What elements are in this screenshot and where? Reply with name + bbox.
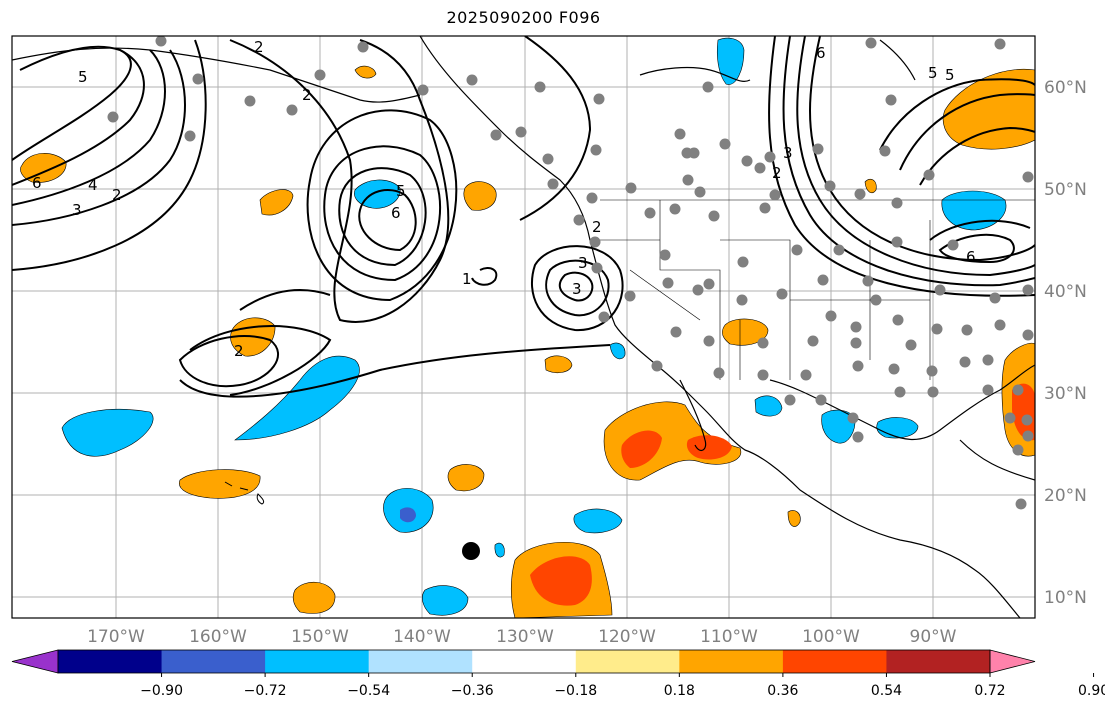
contour-labels: 5 4 3 2 6 2 6 5 3 2 1 3 2 2 6 5 3 2 6 5: [32, 38, 976, 360]
colorbar-tick-label: −0.90: [140, 683, 183, 699]
contour-label: 6: [391, 204, 401, 222]
lon-label: 130°W: [496, 627, 554, 647]
map-background: [12, 36, 1035, 618]
colorbar-segment: [58, 650, 163, 673]
colorbar-segment: [575, 650, 680, 673]
lat-label: 10°N: [1044, 588, 1087, 608]
strong-negative-patch: [400, 507, 416, 523]
colorbar-extend-max: [989, 649, 1036, 674]
colorbar-extend-min: [11, 649, 59, 674]
lon-label: 100°W: [802, 627, 860, 647]
colorbar-tick-label: −0.72: [244, 683, 287, 699]
contour-label: 2: [112, 186, 122, 204]
contour-label: 2: [234, 342, 244, 360]
lon-label: 120°W: [598, 627, 656, 647]
colorbar-tick-label: 0.54: [871, 683, 902, 699]
map-title: 2025090200 F096: [446, 8, 601, 27]
contour-label: 1: [462, 270, 472, 288]
contour-label: 6: [966, 248, 976, 266]
lat-label: 60°N: [1044, 78, 1087, 98]
contour-label: 4: [88, 176, 98, 194]
colorbar-tick-label: −0.36: [451, 683, 494, 699]
lon-label: 110°W: [700, 627, 758, 647]
lat-label: 30°N: [1044, 384, 1087, 404]
colorbar-segment: [472, 650, 577, 673]
contour-label: 3: [72, 201, 82, 219]
hawaii-islands: [224, 481, 265, 505]
colorbar-tick-label: 0.72: [974, 683, 1005, 699]
colorbar-tick-label: 0.18: [664, 683, 695, 699]
colorbar-segment: [679, 650, 784, 673]
colorbar-segment: [265, 650, 370, 673]
lat-label: 50°N: [1044, 180, 1087, 200]
colorbar: [11, 649, 1036, 674]
colorbar-segment: [161, 650, 266, 673]
colorbar-frame: [57, 649, 991, 674]
lon-label: 140°W: [393, 627, 451, 647]
contour-label: 2: [772, 164, 782, 182]
lat-label: 40°N: [1044, 282, 1087, 302]
contour-label: 2: [254, 38, 264, 56]
colorbar-segment: [368, 650, 473, 673]
colorbar-segment: [782, 650, 887, 673]
negative-anomaly-patches: [61, 37, 1007, 616]
colorbar-segment: [886, 650, 991, 673]
map-frame: [11, 35, 1036, 619]
colorbar-tick-label: −0.54: [347, 683, 390, 699]
longitude-labels: 170°W 160°W 150°W 140°W 130°W 120°W 110°…: [87, 627, 957, 647]
lon-label: 150°W: [291, 627, 349, 647]
contour-label: 5: [78, 68, 88, 86]
contour-label: 3: [578, 254, 588, 272]
contour-label: 6: [816, 44, 826, 62]
contour-label: 3: [783, 144, 793, 162]
contour-label: 5: [396, 182, 406, 200]
lon-label: 90°W: [910, 627, 957, 647]
contour-label: 2: [302, 86, 312, 104]
strong-positive-patches: [530, 383, 1035, 606]
colorbar-tick-label: 0.36: [767, 683, 798, 699]
lon-label: 170°W: [87, 627, 145, 647]
contour-lines: [12, 36, 1035, 398]
contour-label: 6: [32, 174, 42, 192]
state-borders: [600, 199, 1035, 380]
contour-label: 3: [572, 280, 582, 298]
latitude-labels: 60°N 50°N 40°N 30°N 20°N 10°N: [1044, 78, 1087, 608]
lon-label: 160°W: [189, 627, 247, 647]
lat-label: 20°N: [1044, 486, 1087, 506]
colorbar-tick-label: −0.18: [554, 683, 597, 699]
storm-center-marker: [462, 542, 480, 560]
contour-label: 5: [945, 66, 955, 84]
station-dots: [107, 36, 1034, 510]
colorbar-labels: −0.90 −0.72 −0.54 −0.36 −0.18 0.18 0.36 0.54 0.7…: [140, 673, 1105, 699]
contour-label: 2: [592, 218, 602, 236]
contour-label: 5: [928, 64, 938, 82]
colorbar-tick-label: 0.90: [1078, 683, 1105, 699]
